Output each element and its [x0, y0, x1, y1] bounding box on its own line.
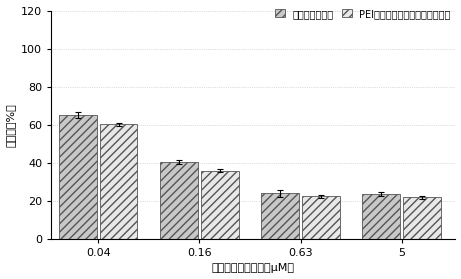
- Bar: [403, 197, 441, 239]
- Bar: [201, 171, 238, 239]
- Y-axis label: 生存率（%）: 生存率（%）: [6, 103, 16, 147]
- Legend: 柔红霉素脂质体, PEI修饰的靶向性柔红霉素脂质体: 柔红霉素脂质体, PEI修饰的靶向性柔红霉素脂质体: [272, 5, 455, 23]
- Bar: [100, 124, 137, 239]
- Bar: [59, 115, 97, 239]
- Bar: [302, 196, 340, 239]
- Bar: [362, 194, 400, 239]
- Bar: [160, 162, 198, 239]
- X-axis label: 柔红霉素药物浓度（μM）: 柔红霉素药物浓度（μM）: [212, 263, 295, 273]
- Bar: [261, 193, 299, 239]
